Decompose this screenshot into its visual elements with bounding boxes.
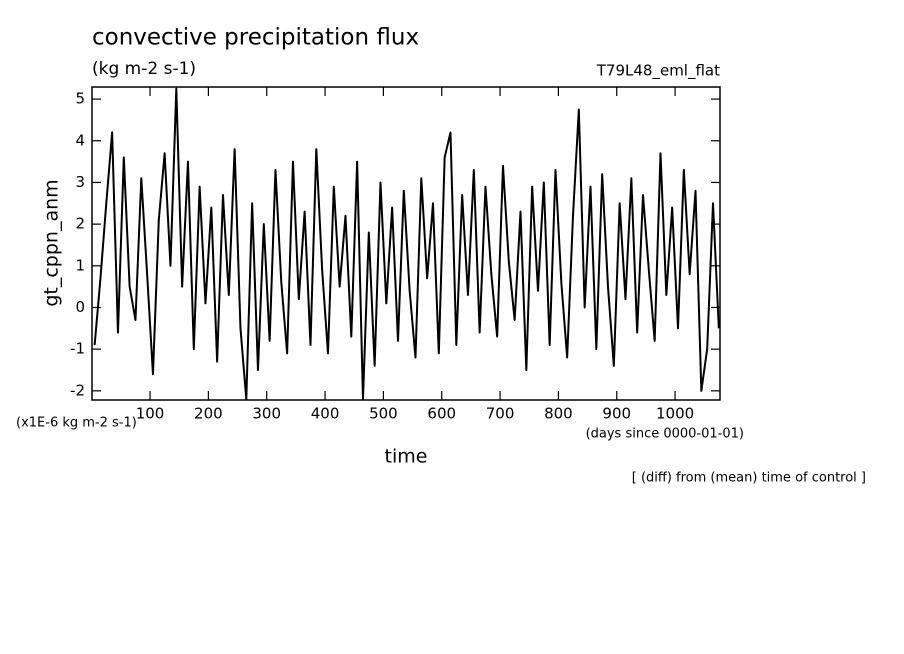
x-tick-label: 200 (194, 405, 223, 423)
y-tick-label: 0 (75, 298, 85, 316)
y-tick-label: -1 (70, 340, 85, 358)
x-tick-label: 400 (311, 405, 340, 423)
plot-frame (91, 86, 721, 401)
y-axis-label: gt_cppn_anm (41, 179, 63, 306)
data-line (93, 87, 720, 400)
chart-subtitle: (kg m-2 s-1) (92, 59, 196, 79)
y-tick-label: -2 (70, 381, 85, 399)
y-tick-label: 1 (75, 256, 85, 274)
y-unit-label: (x1E-6 kg m-2 s-1) (16, 416, 137, 431)
footnote: [ (diff) from (mean) time of control ] (632, 471, 866, 486)
x-tick-label: 1000 (656, 405, 694, 423)
x-tick-label: 900 (602, 405, 631, 423)
y-tick-label: 4 (75, 131, 85, 149)
x-tick-label: 600 (427, 405, 456, 423)
x-unit-label: (days since 0000-01-01) (586, 427, 744, 442)
y-tick-label: 2 (75, 215, 85, 233)
y-tick-label: 3 (75, 173, 85, 191)
y-tick-label: 5 (75, 90, 85, 108)
x-tick-label: 500 (369, 405, 398, 423)
chart-title: convective precipitation flux (92, 25, 419, 51)
x-tick-label: 300 (252, 405, 281, 423)
x-tick-label: 100 (136, 405, 165, 423)
run-label: T79L48_eml_flat (596, 62, 720, 81)
x-tick-label: 700 (486, 405, 515, 423)
x-axis-label: time (385, 446, 428, 468)
x-tick-label: 800 (544, 405, 573, 423)
